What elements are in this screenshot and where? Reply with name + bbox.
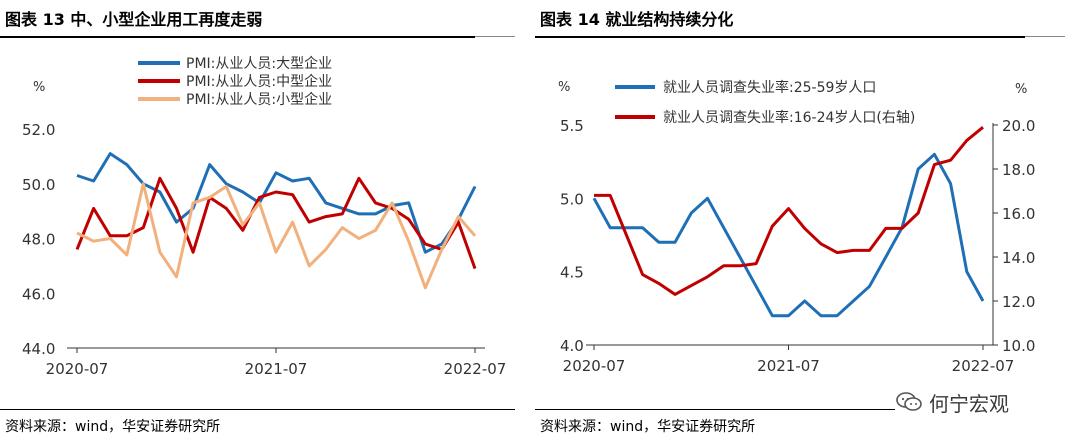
left-legend-label: PMI:从业人员:小型企业	[186, 91, 332, 108]
right-x-tick-label: 2021-07	[757, 357, 820, 375]
left-x-tick-label: 2020-07	[46, 360, 109, 378]
right-footer-rule	[535, 409, 895, 410]
right-x-tick-label: 2022-07	[952, 357, 1015, 375]
left-legend-label: PMI:从业人员:中型企业	[186, 73, 332, 90]
right-series-line-2	[594, 126, 984, 296]
right-y-tick-label-right: 10.0	[1002, 337, 1035, 355]
left-title-rule	[0, 36, 475, 38]
right-y-tick-label-right: 16.0	[1002, 205, 1035, 223]
right-series-line-1	[592, 152, 985, 318]
right-y-tick-label-left: 5.0	[560, 190, 584, 208]
right-y-tick-label-right: 18.0	[1002, 161, 1035, 179]
right-y-tick-label-left: 5.5	[560, 117, 584, 135]
left-y-tick-label: 48.0	[22, 231, 55, 249]
watermark-text: 何宁宏观	[929, 391, 1009, 416]
right-y-unit-left: %	[558, 80, 570, 95]
right-y-tick-label-right: 20.0	[1002, 117, 1035, 135]
left-y-tick-label: 44.0	[22, 340, 55, 358]
right-legend-label: 就业人员调查失业率:25-59岁人口	[663, 79, 876, 96]
left-chart-title: 图表 13 中、小型企业用工再度走弱	[5, 10, 263, 29]
left-footer-rule	[0, 409, 515, 410]
left-title-rule-tail	[475, 36, 515, 37]
left-source-note: 资料来源：wind，华安证券研究所	[5, 419, 221, 435]
right-title-rule	[535, 36, 1025, 38]
right-source-note: 资料来源：wind，华安证券研究所	[540, 419, 756, 435]
left-legend-label: PMI:从业人员:大型企业	[186, 55, 332, 72]
left-series-line-3	[76, 182, 477, 290]
right-x-tick-label: 2020-07	[563, 357, 626, 375]
left-y-tick-label: 52.0	[22, 121, 55, 139]
left-x-tick-label: 2021-07	[245, 360, 308, 378]
left-y-tick-label: 46.0	[22, 285, 55, 303]
left-y-unit: %	[33, 80, 45, 95]
right-y-tick-label-left: 4.5	[560, 264, 584, 282]
right-legend-label: 就业人员调查失业率:16-24岁人口(右轴)	[663, 109, 915, 126]
right-y-unit-right: %	[1015, 82, 1027, 97]
left-x-tick-label: 2022-07	[444, 360, 507, 378]
wechat-icon	[896, 392, 922, 411]
left-y-tick-label: 50.0	[22, 176, 55, 194]
left-series-line-1	[76, 152, 477, 254]
left-series-line-2	[75, 176, 477, 270]
right-y-tick-label-left: 4.0	[560, 337, 584, 355]
watermark: 何宁宏观	[895, 386, 1065, 418]
right-title-rule-tail	[1025, 36, 1065, 37]
right-chart-title: 图表 14 就业结构持续分化	[540, 10, 734, 29]
right-y-tick-label-right: 14.0	[1002, 249, 1035, 267]
right-y-tick-label-right: 12.0	[1002, 293, 1035, 311]
